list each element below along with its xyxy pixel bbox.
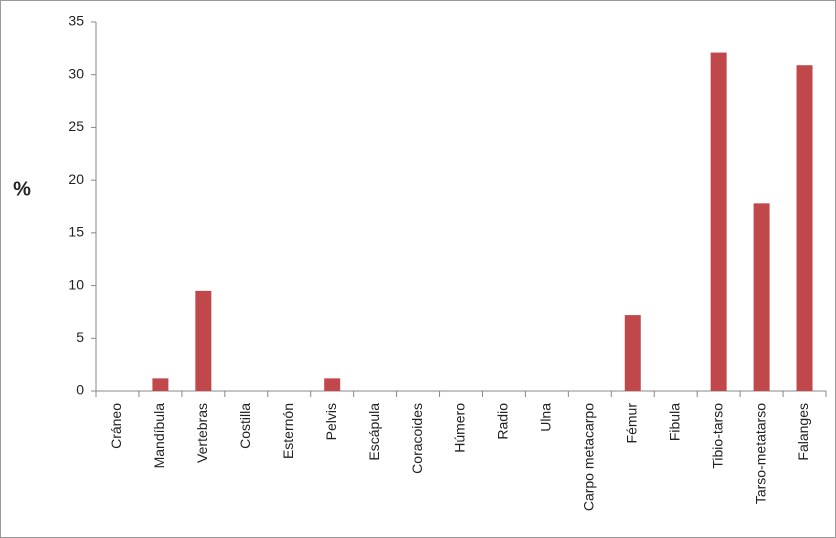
x-tick-label: Escápula [366,403,382,461]
x-tick-label: Húmero [452,403,468,453]
x-tick-label: Costilla [237,403,253,449]
y-tick-label: 0 [76,382,84,398]
y-tick-label: 10 [68,276,84,292]
y-axis-label: % [13,178,31,200]
bar [710,52,727,392]
x-tick-label: Coracoides [409,403,425,474]
y-tick-label: 35 [68,13,84,29]
bar [324,378,341,391]
y-tick-label: 20 [68,171,84,187]
x-tick-label: Esternón [280,403,296,459]
x-tick-label: Tibio-tarso [709,403,725,469]
x-tick-label: Fémur [623,403,639,444]
x-tick-label: Cráneo [108,403,124,449]
x-tick-label: Mandíbula [151,403,167,469]
y-tick-label: 25 [68,118,84,134]
x-tick-label: Fibula [666,403,682,441]
bar [624,315,641,391]
bar [152,378,169,391]
x-tick-label: Ulna [538,403,554,432]
x-tick-label: Pelvis [323,403,339,440]
x-tick-label: Vertebras [194,403,210,463]
x-tick-label: Falanges [795,403,811,461]
bar [753,203,770,391]
bar [195,290,212,391]
y-tick-label: 30 [68,65,84,81]
x-tick-label: Carpo metacarpo [581,403,597,511]
bar [796,65,813,392]
y-tick-label: 5 [76,329,84,345]
x-tick-label: Radio [495,403,511,440]
y-tick-label: 15 [68,224,84,240]
x-tick-label: Tarso-metatarso [752,403,768,504]
